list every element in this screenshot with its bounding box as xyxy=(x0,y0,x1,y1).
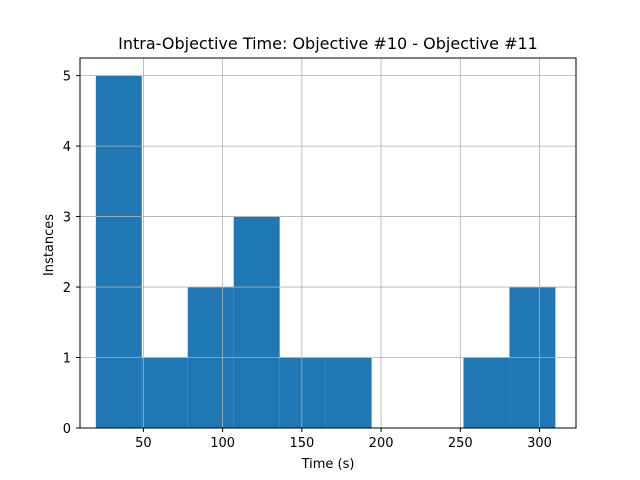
histogram-bar-3 xyxy=(233,216,280,428)
plot-frame xyxy=(79,57,577,429)
y-axis-label: Instances xyxy=(42,214,57,276)
histogram-bar-4 xyxy=(279,357,326,428)
x-axis-ticks: 50 100 150 200 250 300 xyxy=(135,428,552,451)
x-tick-label: 300 xyxy=(527,436,552,451)
x-axis-label: Time (s) xyxy=(301,457,355,472)
histogram-bar-1 xyxy=(141,357,188,428)
y-tick-label: 1 xyxy=(63,352,71,367)
histogram-bar-8 xyxy=(463,357,510,428)
y-tick-label: 3 xyxy=(63,211,71,226)
x-tick-label: 100 xyxy=(210,436,235,451)
y-tick-label: 5 xyxy=(63,70,71,85)
y-tick-label: 0 xyxy=(63,422,71,437)
chart-title: Intra-Objective Time: Objective #10 - Ob… xyxy=(118,34,538,53)
plot-area xyxy=(79,57,577,429)
x-tick-label: 50 xyxy=(135,436,152,451)
y-tick-label: 2 xyxy=(63,281,71,296)
x-tick-label: 150 xyxy=(289,436,314,451)
y-axis-ticks: 0 1 2 3 4 5 xyxy=(63,70,80,437)
histogram-bar-5 xyxy=(325,357,372,428)
x-tick-label: 250 xyxy=(448,436,473,451)
x-tick-label: 200 xyxy=(369,436,394,451)
histogram-bar-0 xyxy=(95,75,142,428)
y-tick-label: 4 xyxy=(63,140,71,155)
